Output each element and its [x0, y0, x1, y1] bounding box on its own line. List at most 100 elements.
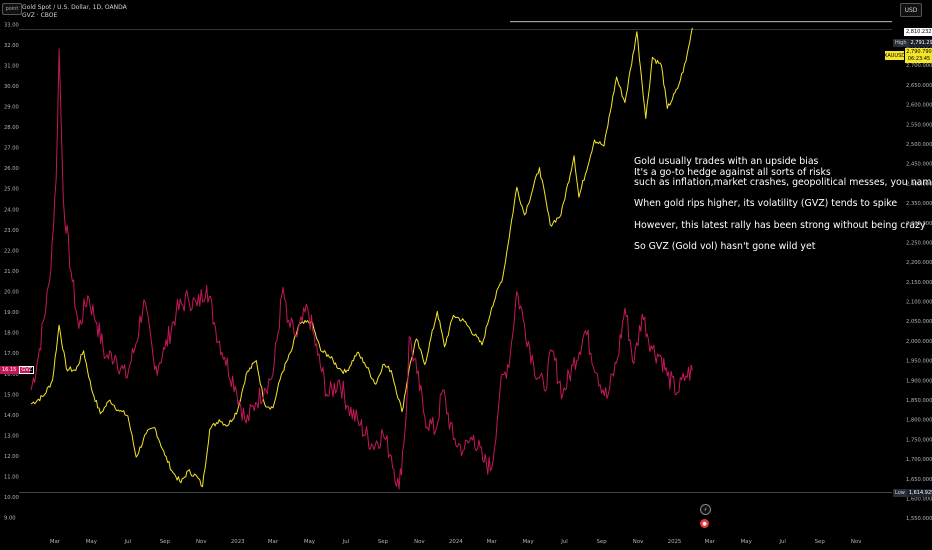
right-tick-label: 2,600.000 [906, 103, 932, 109]
right-tick-label: 1,800.000 [906, 418, 932, 424]
low-value: 1,614.925 [906, 489, 932, 497]
left-tick-label: 21.00 [4, 269, 19, 275]
gold-symbol: XAUUSD [883, 51, 906, 60]
right-tick-label: 2,400.000 [906, 181, 932, 187]
annotation-line: It's a go-to hedge against all sorts of … [634, 166, 831, 178]
gold-countdown: 06:23:45 [907, 55, 931, 62]
x-tick-label: May [304, 539, 316, 545]
right-tick-label: 1,900.000 [906, 378, 932, 384]
left-tick-label: 12.00 [4, 454, 19, 460]
x-tick-label: Sep [160, 539, 171, 545]
x-tick-label: Nov [633, 539, 644, 545]
series-line-gvz [30, 48, 693, 490]
x-tick-label: Jul [778, 539, 786, 545]
right-tick-label: 2,350.000 [906, 201, 932, 207]
x-tick-label: Jul [560, 539, 568, 545]
left-tick-label: 18.00 [4, 331, 19, 337]
x-tick-label: Mar [268, 539, 279, 545]
left-tick-label: 10.00 [4, 495, 19, 501]
high-label: High [893, 39, 909, 47]
left-tick-label: 15.00 [4, 392, 19, 398]
x-tick-label: May [741, 539, 753, 545]
left-tick-label: 29.00 [4, 105, 19, 111]
right-tick-label: 1,750.000 [906, 437, 932, 443]
left-tick-label: 19.00 [4, 310, 19, 316]
left-tick-label: 16.00 [4, 372, 19, 378]
x-tick-label: 2024 [449, 539, 463, 545]
high-tag: High 2,791.295 [893, 39, 932, 47]
legend-series-gold[interactable]: Gold Spot / U.S. Dollar, 1D, OANDA [22, 4, 127, 11]
right-tick-label: 2,250.000 [906, 240, 932, 246]
annotation-line: such as inflation,market crashes, geopol… [634, 177, 932, 189]
right-tick-label: 2,450.000 [906, 162, 932, 168]
x-tick-label: 2023 [231, 539, 245, 545]
left-tick-label: 17.00 [4, 351, 19, 357]
right-tick-label: 2,500.000 [906, 142, 932, 148]
right-tick-label: 1,950.000 [906, 359, 932, 365]
x-axis: Mar May Jul Sep Nov 2023 Mar May Jul Sep Nov 2024 Ma… [50, 539, 862, 545]
left-tick-label: 24.00 [4, 207, 19, 213]
right-tick-label: 1,550.000 [906, 516, 932, 522]
x-tick-label: 2025 [668, 539, 682, 545]
x-tick-label: Sep [378, 539, 389, 545]
right-tick-label: 2,050.000 [906, 319, 932, 325]
currency-button[interactable]: USD [900, 3, 922, 17]
x-tick-label: Sep [815, 539, 826, 545]
annotation-line: When gold rips higher, its volatility (G… [634, 198, 898, 210]
right-axis: 1,550.000 1,600.000 1,650.000 1,700.000 1,75… [906, 44, 932, 523]
annotation-line [634, 210, 932, 221]
low-label: Low [893, 489, 907, 497]
x-tick-label: Mar [705, 539, 716, 545]
left-tick-label: 25.00 [4, 187, 19, 193]
left-tick-label: 28.00 [4, 125, 19, 131]
gvz-price-tag: 16.15 GVZ [0, 366, 35, 374]
legend-series-gvz[interactable]: GVZ · CBOE [22, 12, 58, 19]
right-tick-label: 2,100.000 [906, 300, 932, 306]
gold-price: 2,790.790 [906, 48, 932, 55]
right-tick-label: 2,300.000 [906, 221, 932, 227]
x-tick-label: May [86, 539, 98, 545]
x-tick-label: Sep [597, 539, 608, 545]
top-value-tag: 2,810.232 [893, 28, 932, 36]
left-tick-label: 30.00 [4, 84, 19, 90]
right-tick-label: 2,700.000 [906, 63, 932, 69]
left-tick-label: 22.00 [4, 248, 19, 254]
lightning-icon[interactable]: ⚡ [700, 504, 711, 515]
annotation-line: However, this latest rally has been stro… [634, 219, 926, 231]
point-scale-button[interactable]: point [2, 3, 22, 15]
right-tick-label: 2,000.000 [906, 339, 932, 345]
event-icon[interactable]: ● [700, 519, 709, 528]
x-tick-label: Nov [196, 539, 207, 545]
x-tick-label: Mar [487, 539, 498, 545]
top-value: 2,810.232 [904, 28, 932, 36]
left-tick-label: 13.00 [4, 433, 19, 439]
right-tick-label: 2,650.000 [906, 83, 932, 89]
right-tick-label: 2,200.000 [906, 260, 932, 266]
left-tick-label: 27.00 [4, 146, 19, 152]
left-tick-label: 33.00 [4, 22, 19, 28]
gold-price-box: 2,790.790 06:23:45 [905, 48, 932, 63]
left-axis: 9.0010.0011.0012.0013.0014.0015.0016.001… [4, 22, 19, 521]
low-tag: Low 1,614.925 [893, 489, 932, 497]
x-tick-label: Jul [124, 539, 132, 545]
left-tick-label: 14.00 [4, 413, 19, 419]
x-tick-label: May [523, 539, 535, 545]
left-tick-label: 11.00 [4, 475, 19, 481]
right-tick-label: 2,150.000 [906, 280, 932, 286]
right-tick-label: 1,850.000 [906, 398, 932, 404]
right-tick-label: 1,650.000 [906, 477, 932, 483]
annotation-line: Gold usually trades with an upside bias [634, 156, 819, 167]
high-value: 2,791.295 [908, 39, 932, 47]
left-tick-label: 26.00 [4, 166, 19, 172]
x-tick-label: Nov [851, 539, 862, 545]
chart-annotation[interactable]: Gold usually trades with an upside bias I… [634, 156, 932, 252]
left-tick-label: 9.00 [4, 516, 16, 522]
left-tick-label: 32.00 [4, 43, 19, 49]
annotation-line: So GVZ (Gold vol) hasn't gone wild yet [634, 240, 816, 252]
series-line-gold [30, 27, 693, 488]
x-tick-label: Nov [414, 539, 425, 545]
gvz-value: 16.15 [2, 367, 17, 373]
right-tick-label: 2,550.000 [906, 122, 932, 128]
gvz-label: GVZ [19, 366, 35, 374]
